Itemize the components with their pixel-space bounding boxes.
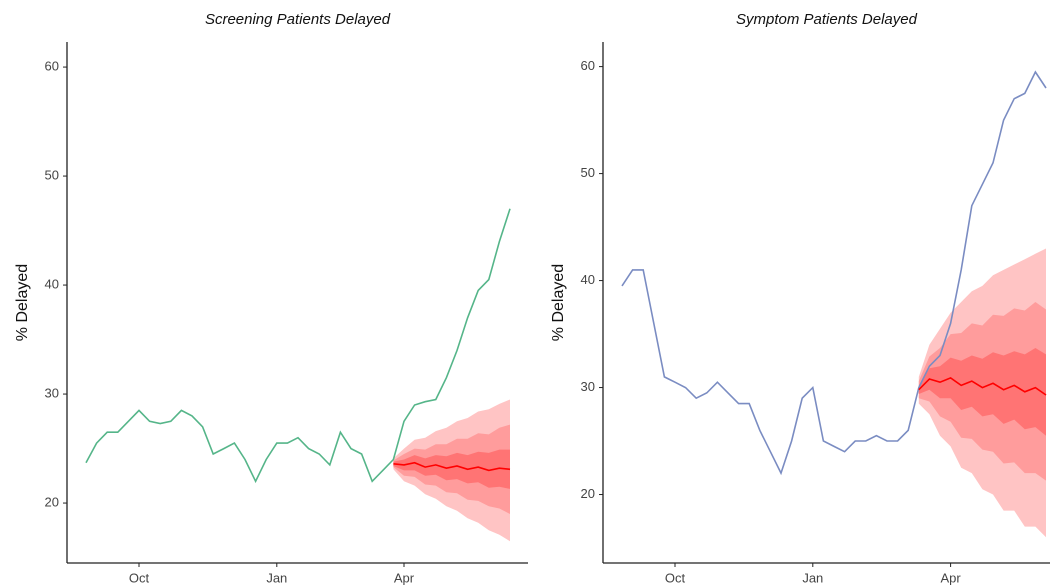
y-axis-label: % Delayed [550, 264, 567, 341]
y-tick-label: 40 [45, 276, 59, 291]
data-line [85, 208, 511, 484]
chart-title: Screening Patients Delayed [205, 11, 391, 28]
data-line [393, 461, 511, 472]
forecast-band [918, 348, 1046, 436]
forecast-band [393, 449, 510, 489]
y-tick-label: 30 [45, 385, 59, 400]
y-tick-label: 60 [581, 58, 595, 73]
y-tick-label: 40 [581, 272, 595, 287]
x-tick-label: Jan [266, 570, 287, 585]
x-tick-label: Apr [940, 570, 961, 585]
data-line [621, 70, 1047, 476]
x-tick-label: Apr [394, 570, 415, 585]
y-tick-label: 50 [581, 165, 595, 180]
y-tick-label: 30 [581, 379, 595, 394]
x-tick-label: Oct [129, 570, 150, 585]
x-tick-label: Oct [665, 570, 686, 585]
y-tick-label: 50 [45, 168, 59, 183]
data-line [918, 376, 1047, 396]
y-axis-label: % Delayed [14, 264, 31, 341]
x-tick-label: Jan [802, 570, 823, 585]
y-tick-label: 20 [581, 486, 595, 501]
y-tick-label: 20 [45, 494, 59, 509]
chart-title: Symptom Patients Delayed [736, 11, 918, 28]
y-tick-label: 60 [45, 59, 59, 74]
